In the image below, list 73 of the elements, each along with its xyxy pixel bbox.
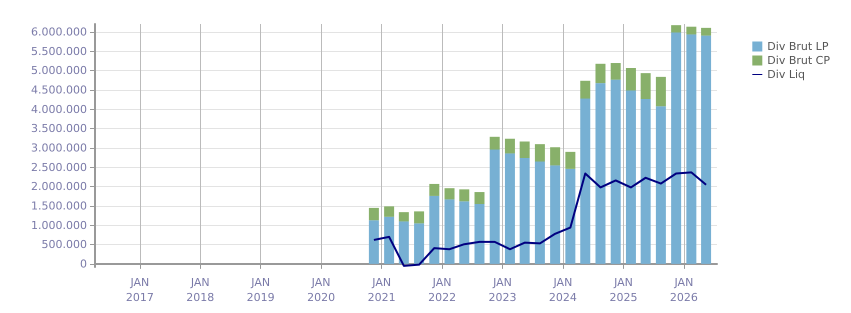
- bar: [626, 90, 636, 264]
- bar: [701, 28, 712, 36]
- bar: [504, 138, 515, 154]
- bar: [640, 73, 651, 99]
- line-series: [372, 171, 708, 267]
- bar: [656, 76, 666, 106]
- y-tick-label: 2.000.000: [31, 180, 87, 194]
- bar: [368, 208, 379, 220]
- bar: [384, 206, 394, 217]
- bar: [610, 80, 621, 264]
- x-tick-label: JAN 2024: [548, 276, 577, 304]
- bar: [565, 168, 576, 264]
- legend-label: Div Brut CP: [767, 54, 830, 67]
- bar: [490, 136, 500, 150]
- x-tick-label: JAN 2017: [126, 276, 154, 304]
- bar: [550, 147, 560, 166]
- bar: [429, 196, 440, 264]
- bar: [534, 162, 545, 264]
- y-tick-label: 5.500.000: [31, 44, 87, 58]
- bar: [610, 63, 621, 80]
- bar: [398, 221, 409, 264]
- x-tick-label: JAN 2021: [368, 276, 396, 304]
- bar: [504, 153, 515, 264]
- bar: [550, 165, 560, 264]
- bar: [656, 106, 666, 264]
- bar: [580, 98, 590, 264]
- legend-label: Div Brut LP: [767, 40, 829, 53]
- bar: [626, 68, 636, 90]
- bar: [565, 152, 576, 169]
- y-tick-label: 1.500.000: [31, 199, 87, 212]
- bar: [671, 32, 682, 264]
- bar: [520, 158, 530, 264]
- y-tick-label: 500.000: [42, 238, 87, 252]
- bar: [414, 211, 424, 224]
- bar: [686, 34, 696, 264]
- bar: [368, 220, 379, 264]
- bar: [686, 26, 696, 34]
- y-tick-label: 5.000.000: [31, 64, 87, 78]
- bar: [671, 25, 682, 32]
- bar: [580, 80, 590, 99]
- bar: [595, 83, 606, 264]
- bar: [444, 199, 455, 264]
- y-tick-label: 3.000.000: [31, 142, 87, 155]
- x-tick-label: JAN 2020: [307, 276, 336, 304]
- bar: [595, 64, 606, 84]
- y-tick-label: 4.000.000: [31, 102, 87, 116]
- bar: [398, 212, 409, 222]
- y-tick-label: 6.000.000: [31, 26, 87, 39]
- bar: [520, 141, 530, 158]
- bar: [384, 216, 394, 264]
- y-tick-label: 0: [80, 257, 87, 270]
- bar: [534, 144, 545, 162]
- bar: [640, 98, 651, 264]
- legend-label: Div Liq: [767, 68, 806, 81]
- bar: [459, 201, 470, 264]
- x-tick-label: JAN 2022: [428, 276, 456, 304]
- x-tick-label: JAN 2019: [246, 276, 275, 304]
- x-tick-label: JAN 2025: [609, 276, 638, 304]
- bar: [490, 150, 500, 264]
- y-tick-label: 3.500.000: [31, 122, 87, 136]
- bar: [414, 223, 424, 264]
- y-tick-label: 1.000.000: [31, 218, 87, 232]
- bar: [474, 192, 484, 204]
- bar: [444, 188, 455, 200]
- bar: [459, 189, 470, 202]
- bar: [474, 204, 484, 264]
- y-tick-label: 4.500.000: [31, 84, 87, 97]
- x-tick-label: JAN 2026: [670, 276, 698, 304]
- x-tick-label: JAN 2018: [186, 276, 214, 304]
- x-tick-label: JAN 2023: [488, 276, 516, 304]
- bar: [701, 36, 712, 264]
- y-tick-label: 2.500.000: [31, 160, 87, 174]
- bar: [429, 184, 440, 196]
